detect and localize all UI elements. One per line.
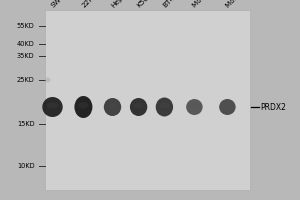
- Ellipse shape: [42, 97, 63, 117]
- Text: Mouse brain: Mouse brain: [192, 0, 227, 9]
- Text: Mouse kidney: Mouse kidney: [225, 0, 264, 9]
- Ellipse shape: [186, 99, 203, 115]
- Text: 35KD: 35KD: [17, 53, 34, 59]
- Ellipse shape: [79, 102, 88, 109]
- Ellipse shape: [160, 103, 169, 108]
- Ellipse shape: [45, 77, 50, 82]
- Ellipse shape: [74, 96, 92, 118]
- Ellipse shape: [47, 102, 58, 108]
- Text: PRDX2: PRDX2: [260, 102, 286, 112]
- Ellipse shape: [104, 98, 121, 116]
- Text: 25KD: 25KD: [17, 77, 34, 83]
- Bar: [45, 10, 250, 190]
- Text: K562: K562: [136, 0, 153, 9]
- Ellipse shape: [190, 103, 199, 108]
- Text: 22RV-1: 22RV-1: [81, 0, 103, 9]
- Ellipse shape: [134, 103, 143, 108]
- Ellipse shape: [223, 103, 232, 108]
- Text: 15KD: 15KD: [17, 121, 34, 127]
- Text: SW480: SW480: [50, 0, 72, 9]
- Ellipse shape: [108, 103, 117, 108]
- Ellipse shape: [219, 99, 236, 115]
- Text: 40KD: 40KD: [17, 41, 34, 47]
- Ellipse shape: [130, 98, 147, 116]
- Text: HepG2: HepG2: [110, 0, 132, 9]
- Text: 55KD: 55KD: [17, 23, 34, 29]
- Ellipse shape: [156, 98, 173, 116]
- Text: 10KD: 10KD: [17, 163, 34, 169]
- Text: BT474: BT474: [162, 0, 182, 9]
